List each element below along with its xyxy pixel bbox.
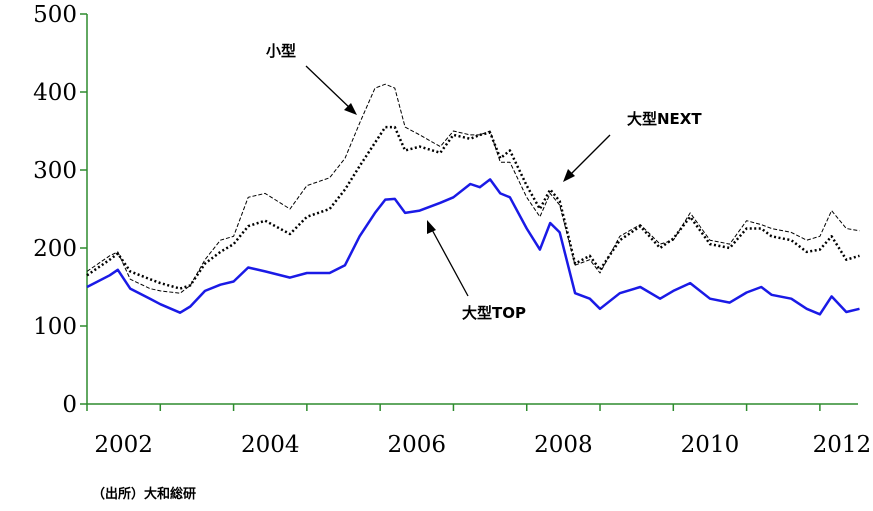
series-line xyxy=(86,178,860,316)
y-tick-label: 300 xyxy=(33,158,77,184)
y-tick-label: 500 xyxy=(33,2,77,28)
y-tick-label: 100 xyxy=(33,314,77,340)
x-tick-label: 2006 xyxy=(388,432,447,458)
y-tick-label: 0 xyxy=(62,392,77,418)
arrowhead xyxy=(563,169,575,182)
arrow xyxy=(567,134,611,178)
y-tick-label: 200 xyxy=(33,236,77,262)
x-tick-label: 2002 xyxy=(94,432,153,458)
arrow xyxy=(429,225,469,297)
annotation-small: 小型 xyxy=(266,42,296,60)
x-tick-label: 2008 xyxy=(534,432,593,458)
arrowhead xyxy=(427,220,436,234)
arrow xyxy=(305,65,353,111)
x-tick-label: 2004 xyxy=(241,432,300,458)
series-line xyxy=(86,125,860,290)
annotations: 小型 大型NEXT 大型TOP xyxy=(266,42,702,322)
annotation-next: 大型NEXT xyxy=(627,110,702,128)
series-line xyxy=(86,83,860,294)
arrowhead xyxy=(344,103,357,115)
x-tick-label: 2012 xyxy=(813,432,872,458)
y-tick-label: 400 xyxy=(33,80,77,106)
x-tick-label: 2010 xyxy=(681,432,740,458)
source: （出所）大和総研 xyxy=(92,486,196,502)
annotation-top: 大型TOP xyxy=(462,304,526,322)
